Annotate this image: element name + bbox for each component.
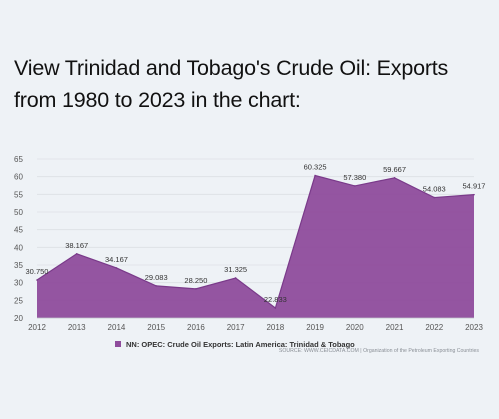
data-label: 30.750 (26, 267, 49, 276)
data-label: 60.325 (304, 163, 327, 172)
data-label: 34.167 (105, 255, 128, 264)
y-tick-label: 50 (14, 208, 23, 217)
chart-title: View Trinidad and Tobago's Crude Oil: Ex… (14, 56, 449, 112)
data-point (354, 185, 356, 187)
data-label: 54.083 (423, 185, 446, 194)
y-tick-label: 20 (14, 314, 23, 323)
y-tick-label: 45 (14, 226, 23, 235)
x-tick-label: 2020 (346, 323, 364, 332)
x-tick-label: 2015 (147, 323, 165, 332)
chart-legend: NN: OPEC: Crude Oil Exports: Latin Ameri… (115, 338, 355, 350)
x-tick-label: 2022 (425, 323, 443, 332)
data-point (234, 277, 237, 279)
x-tick-label: 2023 (465, 323, 483, 332)
data-label: 57.380 (343, 173, 366, 182)
data-label: 38.167 (65, 241, 88, 250)
y-tick-label: 60 (14, 173, 23, 182)
data-point (75, 253, 78, 255)
y-tick-label: 30 (14, 279, 23, 288)
series-area (37, 175, 474, 318)
series-line (36, 174, 475, 309)
data-point (433, 196, 436, 199)
data-label: 22.833 (264, 295, 287, 304)
x-tick-label: 2021 (386, 323, 404, 332)
x-tick-label: 2018 (266, 323, 284, 332)
data-label: 54.917 (463, 182, 486, 191)
data-point (314, 174, 316, 177)
data-point (274, 307, 277, 309)
y-tick-label: 40 (14, 243, 23, 252)
y-tick-label: 65 (14, 155, 23, 164)
data-point (36, 279, 38, 281)
data-label: 31.325 (224, 265, 247, 274)
data-label: 29.083 (145, 273, 168, 282)
data-label: 59.667 (383, 165, 406, 174)
legend-swatch (115, 341, 121, 347)
y-tick-label: 25 (14, 296, 23, 305)
data-point (155, 285, 157, 287)
data-point (195, 288, 197, 290)
data-point (115, 267, 118, 269)
y-tick-label: 35 (14, 261, 23, 270)
source-note: SOURCE: WWW.CEICDATA.COM | Organization … (278, 348, 479, 354)
x-tick-label: 2013 (68, 323, 86, 332)
y-tick-label: 55 (14, 190, 23, 199)
x-tick-label: 2014 (108, 323, 126, 332)
x-tick-label: 2016 (187, 323, 205, 332)
data-label: 28.250 (184, 276, 207, 285)
x-tick-label: 2019 (306, 323, 324, 332)
data-point (473, 193, 475, 196)
legend-label: NN: OPEC: Crude Oil Exports: Latin Ameri… (126, 339, 355, 349)
data-point (393, 177, 396, 179)
x-tick-label: 2017 (227, 323, 245, 332)
x-tick-label: 2012 (28, 323, 46, 332)
